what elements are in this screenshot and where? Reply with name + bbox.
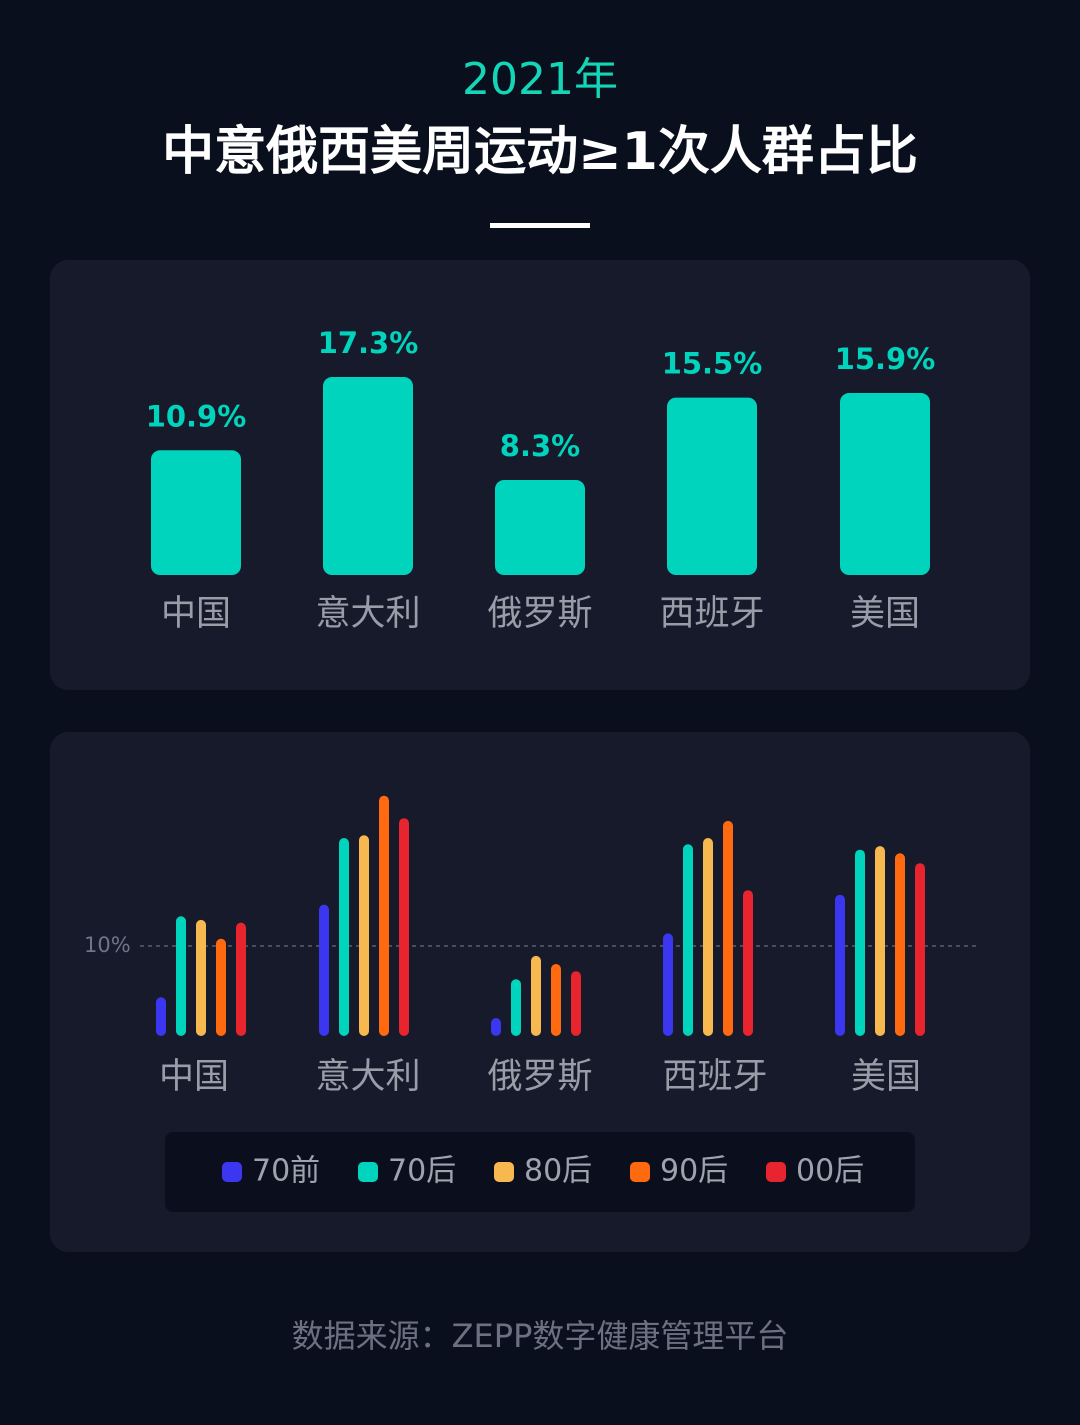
bar xyxy=(703,838,713,1036)
data-label: 8.3% xyxy=(500,429,580,463)
legend-swatch xyxy=(222,1162,242,1182)
x-tick-label: 美国 xyxy=(851,1057,921,1097)
data-label: 15.9% xyxy=(835,342,936,376)
bar xyxy=(176,916,186,1036)
bar xyxy=(216,938,226,1036)
source: 数据来源：ZEPP数字健康管理平台 xyxy=(292,1317,789,1355)
x-tick-label: 西班牙 xyxy=(659,594,764,634)
bar xyxy=(495,480,585,575)
bar xyxy=(667,397,757,575)
bar xyxy=(855,849,865,1036)
divider xyxy=(490,223,590,228)
bar xyxy=(551,964,561,1036)
bar xyxy=(196,919,206,1036)
x-tick-label: 中国 xyxy=(159,1057,229,1097)
bar xyxy=(743,890,753,1036)
bar xyxy=(663,933,673,1036)
x-tick-label: 意大利 xyxy=(315,1057,420,1097)
bar xyxy=(319,904,329,1036)
bar xyxy=(379,795,389,1036)
legend-box xyxy=(165,1132,915,1212)
bar xyxy=(236,922,246,1036)
legend-label: 00后 xyxy=(796,1154,864,1189)
bar xyxy=(323,377,413,575)
bar xyxy=(915,863,925,1036)
panel xyxy=(50,260,1030,690)
legend-label: 70后 xyxy=(388,1154,456,1189)
data-label: 15.5% xyxy=(662,347,763,381)
legend-label: 80后 xyxy=(524,1154,592,1189)
x-tick-label: 俄罗斯 xyxy=(487,594,592,634)
bar xyxy=(359,835,369,1036)
reference-label: 10% xyxy=(84,933,131,957)
bar xyxy=(511,979,521,1036)
bar xyxy=(531,955,541,1036)
legend-label: 90后 xyxy=(660,1154,728,1189)
bar xyxy=(835,894,845,1036)
legend-swatch xyxy=(494,1162,514,1182)
bar xyxy=(875,846,885,1036)
data-label: 17.3% xyxy=(318,326,419,360)
bar xyxy=(491,1018,501,1036)
bar xyxy=(571,971,581,1036)
bar xyxy=(156,997,166,1036)
bar xyxy=(399,818,409,1036)
legend-label: 70前 xyxy=(252,1154,320,1189)
bar xyxy=(723,820,733,1036)
bar xyxy=(151,450,241,575)
x-tick-label: 意大利 xyxy=(315,594,420,634)
x-tick-label: 俄罗斯 xyxy=(487,1057,592,1097)
x-tick-label: 中国 xyxy=(161,594,231,634)
x-tick-label: 美国 xyxy=(850,594,920,634)
x-tick-label: 西班牙 xyxy=(662,1057,767,1097)
title: 中意俄西美周运动≥1次人群占比 xyxy=(162,122,918,182)
legend-swatch xyxy=(358,1162,378,1182)
legend-swatch xyxy=(766,1162,786,1182)
bar xyxy=(683,844,693,1036)
data-label: 10.9% xyxy=(146,399,247,433)
subtitle: 2021年 xyxy=(462,54,618,105)
legend-swatch xyxy=(630,1162,650,1182)
bar xyxy=(895,853,905,1036)
bar xyxy=(339,838,349,1036)
bar xyxy=(840,393,930,575)
